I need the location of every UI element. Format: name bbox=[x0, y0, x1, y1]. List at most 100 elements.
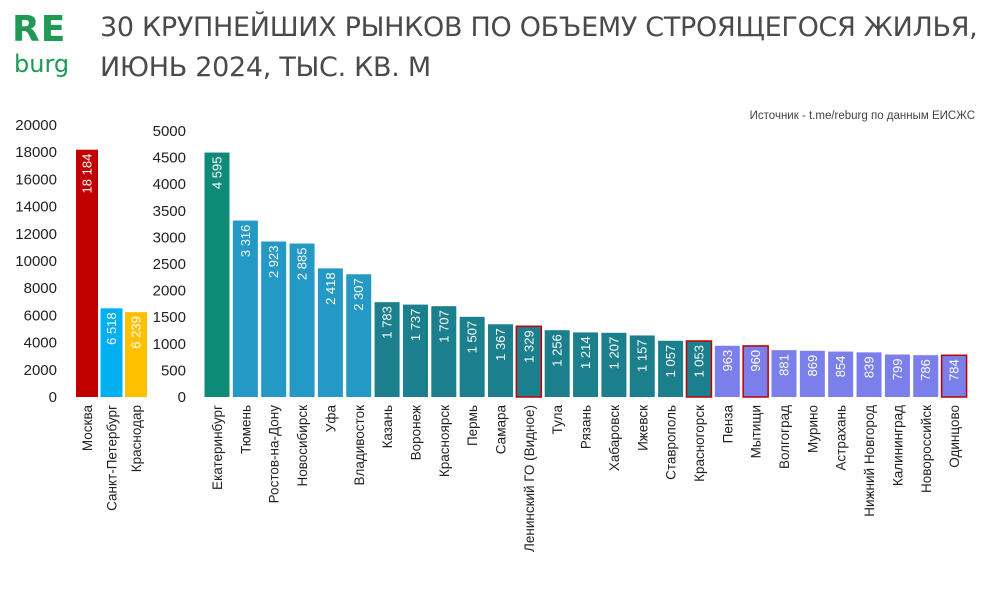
bar bbox=[573, 332, 599, 397]
other-markets-chart: 0 500 1000 1500 2000 2500 3000 3500 4000 4500 5000… bbox=[153, 123, 968, 552]
y-tick-label: 18000 bbox=[15, 144, 57, 161]
y-tick-label: 10000 bbox=[15, 253, 57, 270]
chart-title-line2: ИЮНЬ 2024, ТЫС. КВ. М bbox=[100, 52, 431, 83]
category-label: Одинцово bbox=[947, 405, 962, 468]
value-label: 881 bbox=[777, 354, 792, 376]
category-label: Санкт-Петербург bbox=[105, 405, 120, 511]
value-label: 1 057 bbox=[663, 345, 678, 378]
bar bbox=[488, 324, 513, 397]
bar bbox=[856, 352, 882, 397]
value-label: 18 184 bbox=[80, 154, 95, 194]
y-tick-label: 4000 bbox=[153, 176, 186, 193]
y-tick-label: 2000 bbox=[153, 283, 186, 300]
category-label: Новороссийск bbox=[919, 405, 934, 493]
y-tick-label: 4500 bbox=[153, 150, 186, 167]
y-tick-label: 6000 bbox=[24, 307, 57, 324]
value-label: 4 595 bbox=[210, 157, 225, 190]
bar bbox=[742, 345, 769, 398]
value-label: 2 307 bbox=[351, 278, 366, 311]
category-label: Тюмень bbox=[238, 405, 253, 454]
category-label: Екатеринбург bbox=[210, 405, 225, 490]
category-label: Ижевск bbox=[635, 405, 650, 451]
category-label: Воронеж bbox=[408, 405, 423, 460]
category-label: Новосибирск bbox=[295, 405, 310, 487]
value-label: 3 316 bbox=[238, 225, 253, 258]
bar bbox=[629, 335, 655, 397]
y-tick-label: 2500 bbox=[153, 256, 186, 273]
value-label: 6 239 bbox=[129, 316, 144, 349]
value-label: 1 707 bbox=[436, 310, 451, 343]
category-label: Пермь bbox=[465, 405, 480, 446]
category-label: Казань bbox=[380, 405, 395, 448]
bar bbox=[913, 355, 939, 397]
category-label: Краснодар bbox=[129, 405, 144, 472]
bar bbox=[940, 354, 968, 398]
value-label: 1 507 bbox=[465, 321, 480, 354]
value-label: 1 329 bbox=[521, 330, 536, 363]
bar bbox=[431, 306, 457, 397]
y-tick-label: 0 bbox=[49, 389, 57, 406]
y-tick-label: 12000 bbox=[15, 226, 57, 243]
bar bbox=[714, 345, 740, 397]
value-label: 1 207 bbox=[606, 337, 621, 370]
value-label: 1 783 bbox=[380, 306, 395, 339]
y-tick-label: 1500 bbox=[153, 309, 186, 326]
source-note: Источник - t.me/reburg по данным ЕИСЖС bbox=[749, 110, 975, 122]
bar bbox=[459, 316, 485, 397]
category-label: Хабаровск bbox=[607, 405, 622, 471]
y-tick-label: 16000 bbox=[15, 171, 57, 188]
bar bbox=[658, 340, 684, 397]
value-label: 854 bbox=[833, 356, 848, 378]
value-label: 2 885 bbox=[295, 248, 310, 281]
bar bbox=[771, 350, 797, 397]
category-label: Красногорск bbox=[692, 405, 707, 482]
bar bbox=[601, 332, 627, 397]
logo-burg: burg bbox=[14, 50, 70, 78]
value-label: 784 bbox=[947, 359, 962, 381]
bar bbox=[232, 220, 258, 397]
value-label: 1 214 bbox=[578, 336, 593, 369]
bar bbox=[125, 312, 147, 397]
category-label: Владивосток bbox=[352, 405, 367, 486]
bar bbox=[261, 241, 287, 397]
category-label: Ростов-на-Дону bbox=[267, 405, 282, 504]
bar bbox=[317, 268, 343, 397]
y-tick-label: 8000 bbox=[24, 280, 57, 297]
value-label: 1 256 bbox=[550, 334, 565, 367]
bar bbox=[346, 274, 372, 397]
category-label: Калининград bbox=[890, 405, 905, 486]
value-label: 1 053 bbox=[691, 345, 706, 378]
y-tick-label: 1000 bbox=[153, 336, 186, 353]
category-label: Красноярск bbox=[437, 405, 452, 477]
y-tick-label: 4000 bbox=[24, 335, 57, 352]
bar bbox=[544, 330, 570, 397]
y-tick-label: 14000 bbox=[15, 199, 57, 216]
y-tick-label: 500 bbox=[161, 362, 186, 379]
logo-re: RE bbox=[12, 9, 67, 50]
value-label: 839 bbox=[862, 356, 877, 378]
category-label: Астрахань bbox=[834, 405, 849, 471]
y-tick-label: 3500 bbox=[153, 203, 186, 220]
category-label: Москва bbox=[80, 405, 95, 452]
bar bbox=[402, 304, 428, 397]
bar bbox=[828, 351, 854, 397]
category-label: Ленинский ГО (Видное) bbox=[522, 405, 537, 552]
category-label: Ставрополь bbox=[664, 405, 679, 480]
bar bbox=[799, 350, 825, 397]
y-tick-label: 0 bbox=[178, 389, 186, 406]
bar bbox=[76, 149, 98, 397]
category-label: Уфа bbox=[323, 405, 338, 433]
category-label: Пенза bbox=[720, 405, 735, 444]
value-label: 786 bbox=[918, 359, 933, 381]
category-label: Тула bbox=[550, 405, 565, 435]
bar bbox=[374, 302, 400, 397]
big-markets-chart: 0 2000 4000 6000 8000 10000 12000 14000 16000 180… bbox=[15, 117, 147, 511]
value-label: 1 157 bbox=[635, 339, 650, 372]
bar bbox=[289, 243, 315, 397]
category-label: Мурино bbox=[805, 405, 820, 453]
y-tick-label: 2000 bbox=[24, 362, 57, 379]
category-label: Волгоград bbox=[777, 405, 792, 469]
category-label: Нижний Новгород bbox=[862, 405, 877, 517]
value-label: 869 bbox=[805, 355, 820, 377]
